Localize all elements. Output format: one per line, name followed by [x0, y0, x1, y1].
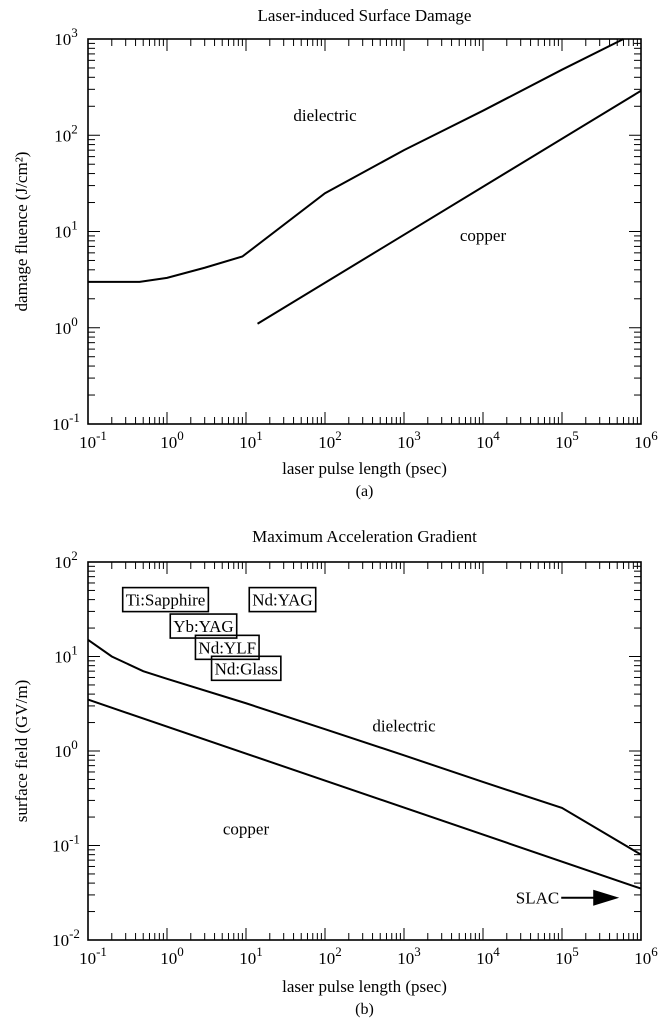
- annotation-label: SLAC: [516, 889, 559, 908]
- laser-label: Nd:YAG: [252, 591, 312, 610]
- x-tick-label: 104: [476, 428, 500, 452]
- chart-b: Maximum Acceleration Gradient 10-1 100 101 1…: [12, 527, 658, 1018]
- y-tick-label: 101: [54, 218, 78, 242]
- y-tick-label: 103: [54, 25, 78, 49]
- series-label-copper: copper: [460, 226, 507, 245]
- chart-title: Maximum Acceleration Gradient: [252, 527, 477, 546]
- x-tick-label: 10-1: [79, 944, 107, 968]
- laser-box: [248, 586, 317, 613]
- laser-box: [169, 613, 238, 639]
- x-tick-label: 103: [397, 944, 421, 968]
- series-line-copper: [87, 698, 642, 890]
- chart-title: Laser-induced Surface Damage: [258, 6, 472, 25]
- laser-label: Ti:Sapphire: [126, 591, 206, 610]
- x-tick-label: 106: [634, 944, 658, 968]
- series-line-dielectric: [88, 38, 624, 283]
- x-tick-label: 101: [239, 944, 263, 968]
- y-tick-label: 102: [54, 121, 78, 145]
- x-tick-label: 10-1: [79, 428, 107, 452]
- x-tick-label: 102: [318, 944, 342, 968]
- y-axis-label: damage fluence (J/cm²): [12, 152, 31, 312]
- caption: (b): [355, 1001, 374, 1018]
- laser-label: Nd:YLF: [198, 638, 256, 657]
- caption: (a): [356, 483, 374, 500]
- laser-box: [121, 586, 210, 613]
- series-label-copper: copper: [223, 820, 270, 839]
- laser-box: [194, 634, 260, 661]
- y-tick-label: 10-1: [52, 832, 80, 856]
- x-tick-label: 100: [160, 944, 184, 968]
- x-tick-label: 105: [555, 428, 579, 452]
- y-tick-label: 10-2: [52, 926, 80, 950]
- x-axis-label: laser pulse length (psec): [282, 977, 447, 996]
- y-axis-label: surface field (GV/m): [12, 680, 31, 823]
- plot-frame: [87, 38, 642, 425]
- annotation-arrow-head: [593, 889, 620, 906]
- y-tick-label: 100: [54, 314, 78, 338]
- chart-a: Laser-induced Surface Damage 10-1 100 101 10…: [12, 6, 658, 500]
- x-axis-label: laser pulse length (psec): [282, 459, 447, 478]
- tick-marks: [87, 562, 641, 941]
- y-tick-label: 10-1: [52, 410, 80, 434]
- series-line-copper: [257, 89, 642, 325]
- y-tick-label: 100: [54, 737, 78, 761]
- x-tick-label: 100: [160, 428, 184, 452]
- x-tick-label: 105: [555, 944, 579, 968]
- x-tick-label: 102: [318, 428, 342, 452]
- series-label-dielectric: dielectric: [293, 106, 357, 125]
- x-tick-label: 104: [476, 944, 500, 968]
- laser-label: Nd:Glass: [215, 659, 278, 678]
- y-tick-label: 102: [54, 548, 78, 572]
- x-tick-label: 103: [397, 428, 421, 452]
- laser-label: Yb:YAG: [173, 617, 233, 636]
- y-tick-label: 101: [54, 643, 78, 667]
- series-line-dielectric: [87, 639, 642, 856]
- x-tick-label: 106: [634, 428, 658, 452]
- tick-marks: [87, 39, 641, 425]
- series-label-dielectric: dielectric: [372, 717, 436, 736]
- x-tick-label: 101: [239, 428, 263, 452]
- laser-box: [210, 655, 282, 682]
